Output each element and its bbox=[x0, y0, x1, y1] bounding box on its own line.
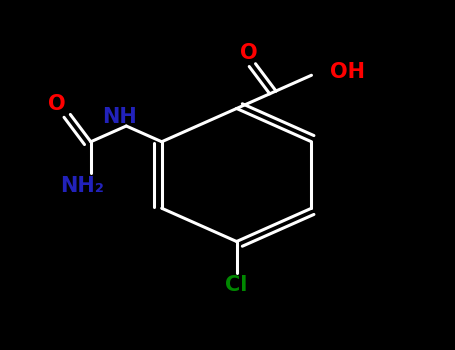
Text: NH₂: NH₂ bbox=[60, 175, 104, 196]
Text: Cl: Cl bbox=[225, 275, 248, 295]
Text: O: O bbox=[48, 94, 66, 114]
Text: O: O bbox=[240, 43, 258, 63]
Text: OH: OH bbox=[330, 62, 364, 82]
Text: NH: NH bbox=[102, 107, 137, 127]
